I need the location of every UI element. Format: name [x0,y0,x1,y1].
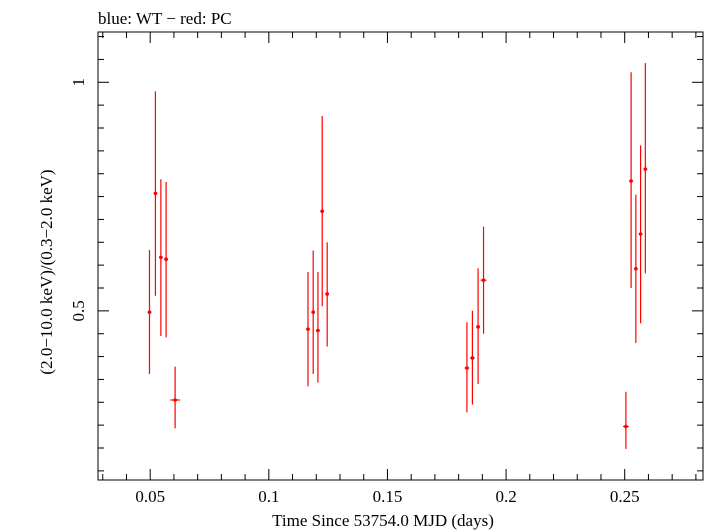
data-point [164,181,168,338]
y-tick-label: 0.5 [69,300,88,321]
data-point [638,145,643,324]
data-point [311,250,316,374]
point-marker [306,327,310,331]
x-tick-label: 0.2 [495,487,516,506]
point-marker [173,398,177,402]
data-point [480,226,487,334]
point-marker [153,191,158,196]
y-tick-label: 1 [69,78,88,87]
data-point [643,63,648,274]
point-marker [311,310,315,315]
point-marker [465,366,469,370]
data-point [623,391,629,449]
point-marker [470,356,475,360]
point-marker [476,325,480,329]
x-axis-label: Time Since 53754.0 MJD (days) [272,511,494,530]
data-series [147,63,648,449]
y-axis: 0.51 [69,36,703,472]
point-marker [325,292,329,296]
point-marker [643,167,648,171]
data-point [629,72,634,288]
data-point [470,310,475,405]
x-tick-label: 0.1 [258,487,279,506]
point-marker [634,267,638,271]
data-point [325,242,330,347]
x-tick-label: 0.05 [135,487,165,506]
data-point [306,272,310,387]
data-point [316,272,320,383]
data-point [147,250,152,374]
point-marker [164,257,168,262]
y-axis-label: (2.0−10.0 keV)/(0.3−2.0 keV) [37,169,56,374]
data-point [170,366,180,429]
point-marker [481,278,486,283]
x-tick-label: 0.25 [610,487,640,506]
point-marker [638,232,643,236]
data-point [153,91,158,296]
point-marker [320,209,325,213]
data-point [320,116,325,307]
x-tick-label: 0.15 [373,487,403,506]
chart-title: blue: WT − red: PC [98,9,232,28]
point-marker [629,179,633,183]
data-point [158,179,163,336]
data-point [464,322,470,413]
point-marker [147,310,152,315]
point-marker [159,255,163,260]
x-axis: 0.05 0.1 0.15 0.2 0.25 [102,32,697,506]
data-point [633,194,638,343]
point-marker [624,424,628,429]
data-point [476,268,480,384]
point-marker [316,328,320,333]
plot-frame [97,31,704,481]
